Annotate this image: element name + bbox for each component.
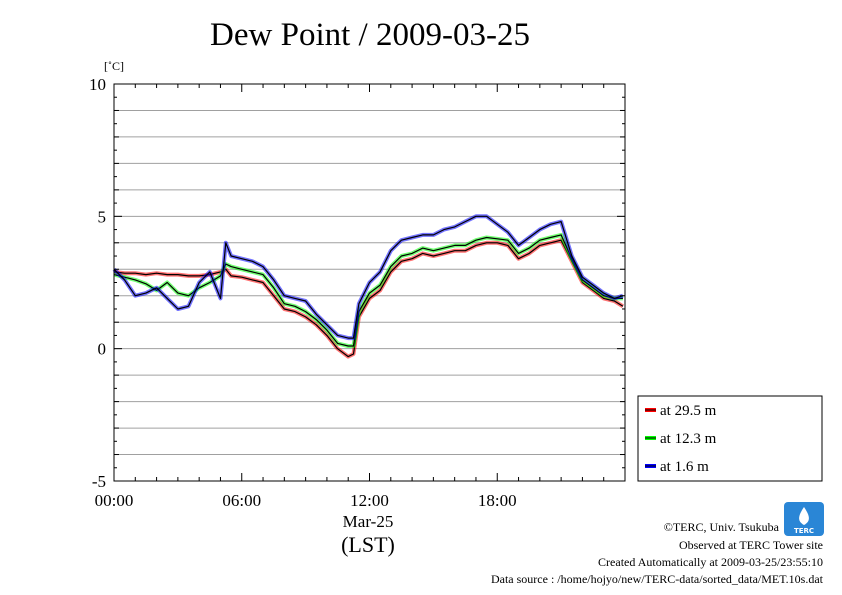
chart-title: Dew Point / 2009-03-25	[210, 17, 530, 53]
created-text: Created Automatically at 2009-03-25/23:5…	[598, 555, 823, 569]
x-axis-date-label: Mar-25	[343, 512, 394, 531]
x-tick-label: 06:00	[222, 491, 261, 510]
series-line-2	[113, 234, 623, 347]
y-tick-label: -5	[92, 472, 106, 491]
series-line-3	[113, 215, 624, 339]
y-tick-label: 0	[98, 340, 107, 359]
terc-logo: TERC	[784, 502, 824, 536]
data-source-text: Data source : /home/hojyo/new/TERC-data/…	[491, 572, 824, 586]
x-tick-label: 12:00	[350, 491, 389, 510]
legend-label: at 29.5 m	[660, 403, 717, 419]
observed-text: Observed at TERC Tower site	[679, 538, 823, 552]
series-lines	[112, 214, 624, 359]
x-axis-timezone-label: (LST)	[341, 532, 395, 557]
y-axis-unit-label: [˚C]	[104, 59, 124, 73]
y-tick-label: 5	[98, 207, 107, 226]
legend-box	[637, 395, 823, 482]
grid-lines	[114, 109, 625, 456]
legend-label: at 1.6 m	[660, 459, 709, 475]
y-tick-label: 10	[89, 75, 106, 94]
terc-logo-text: TERC	[794, 527, 814, 535]
x-tick-label: 00:00	[95, 491, 134, 510]
axis-ticks: -5 0 5 10 00:00 06:00 12:00 18:00	[89, 75, 626, 510]
legend: at 29.5 m at 12.3 m at 1.6 m	[637, 395, 823, 482]
copyright-text: ©TERC, Univ. Tsukuba	[664, 520, 780, 534]
legend-label: at 12.3 m	[660, 431, 717, 447]
water-drop-icon	[799, 507, 809, 525]
series-halo	[113, 232, 623, 348]
x-tick-label: 18:00	[478, 491, 517, 510]
